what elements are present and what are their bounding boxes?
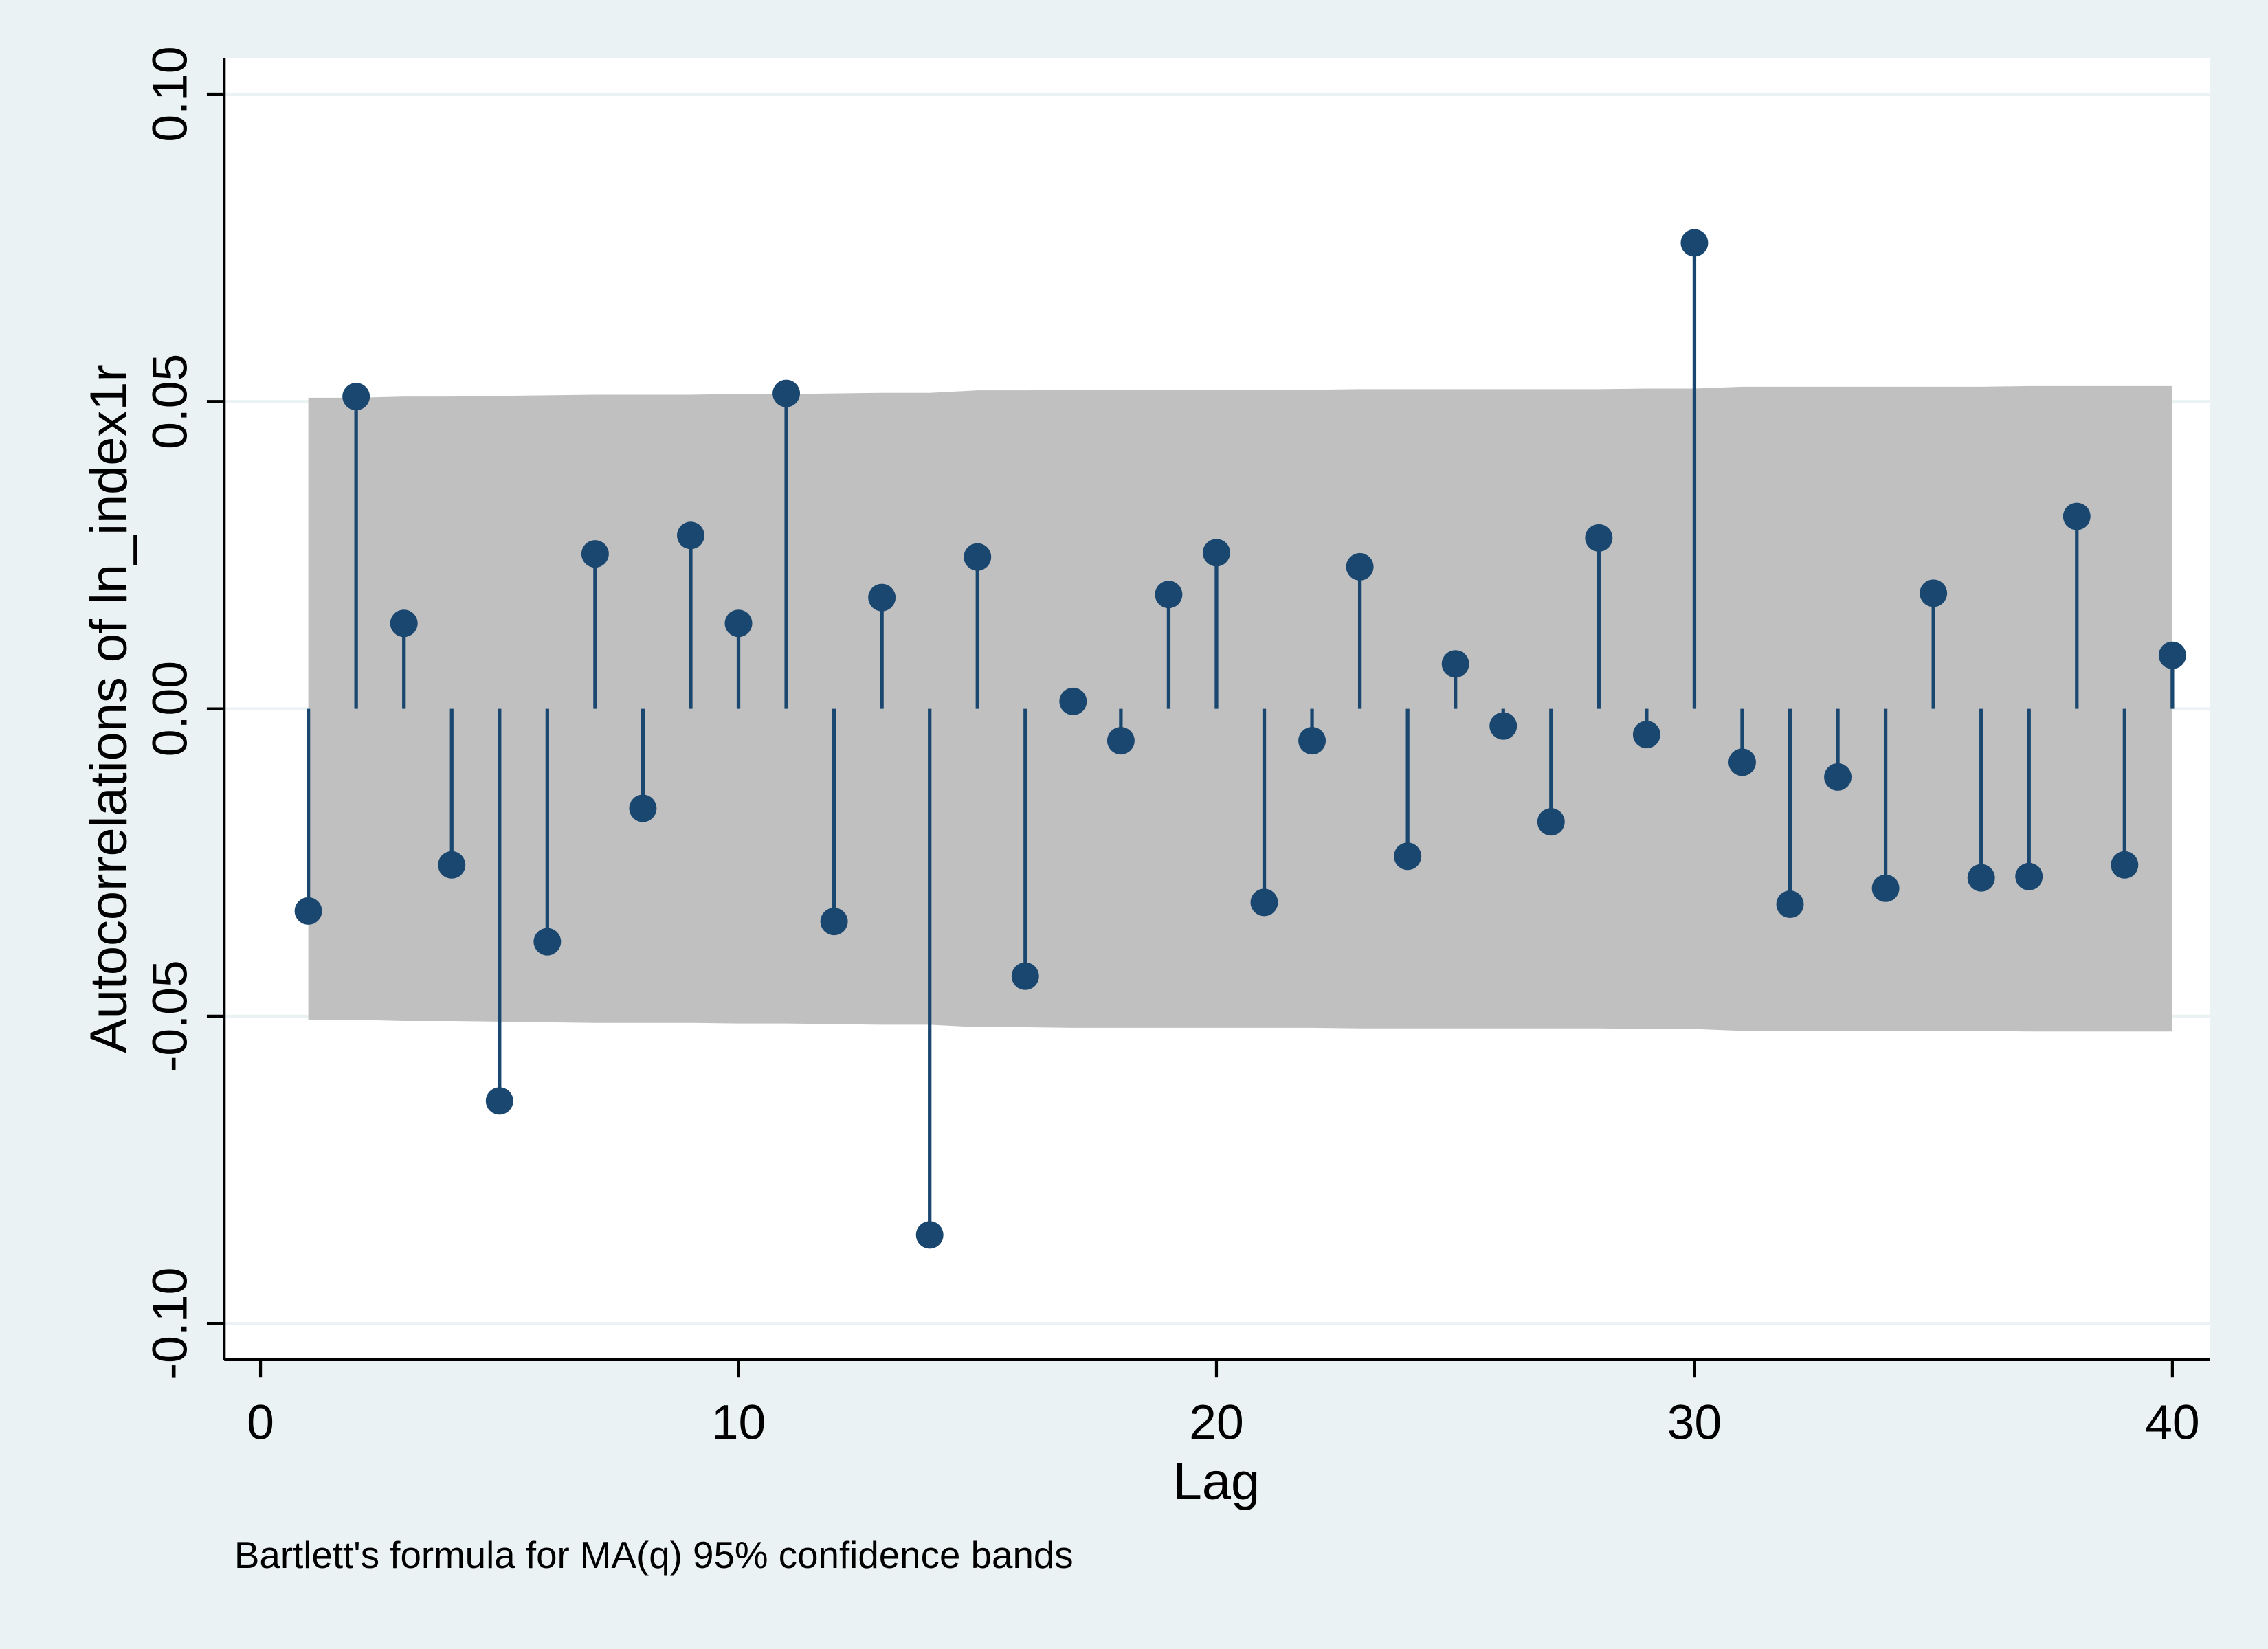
- point: [915, 1221, 944, 1249]
- point: [1011, 962, 1039, 990]
- x-axis-label: Lag: [1173, 1452, 1260, 1511]
- point: [1489, 712, 1517, 740]
- point: [868, 583, 896, 612]
- point: [342, 383, 370, 411]
- point: [2111, 851, 2139, 879]
- point: [2158, 641, 2186, 669]
- point: [1871, 874, 1900, 902]
- point: [390, 609, 418, 638]
- point: [1728, 748, 1756, 776]
- point: [438, 851, 466, 879]
- point: [1107, 727, 1135, 755]
- point: [1585, 524, 1613, 552]
- point: [772, 379, 801, 407]
- point: [485, 1087, 513, 1115]
- point: [1202, 539, 1230, 567]
- point: [1537, 808, 1565, 836]
- point: [581, 540, 609, 568]
- point: [1967, 864, 1995, 892]
- confidence-band: [308, 385, 2172, 1032]
- point: [724, 609, 753, 638]
- point: [1250, 888, 1278, 917]
- y-tick-label: 0.00: [142, 661, 197, 756]
- y-tick-label: 0.05: [142, 354, 197, 449]
- x-tick-label: 30: [1667, 1395, 1722, 1450]
- point: [1824, 763, 1852, 791]
- x-tick-label: 0: [247, 1395, 274, 1450]
- x-tick-label: 40: [2145, 1395, 2200, 1450]
- y-tick-label: 0.10: [142, 46, 197, 142]
- y-axis-label: Autocorrelations of ln_index1r: [80, 364, 138, 1053]
- y-tick-label: -0.10: [142, 1268, 197, 1380]
- point: [1346, 552, 1374, 581]
- x-tick-label: 10: [711, 1395, 766, 1450]
- point: [533, 928, 562, 956]
- point: [964, 543, 992, 571]
- point: [1776, 890, 1804, 919]
- point: [820, 908, 848, 936]
- point: [2015, 862, 2043, 890]
- point: [2063, 502, 2091, 530]
- point: [1155, 581, 1183, 609]
- x-tick-label: 20: [1189, 1395, 1244, 1450]
- point: [676, 521, 704, 550]
- point: [294, 897, 322, 925]
- note: Bartlett's formula for MA(q) 95% confide…: [234, 1534, 1074, 1576]
- point: [1298, 727, 1326, 755]
- y-tick-label: -0.05: [142, 960, 197, 1072]
- point: [1632, 721, 1660, 749]
- point: [1920, 579, 1948, 607]
- point: [1680, 229, 1709, 257]
- point: [1394, 842, 1422, 871]
- point: [1441, 650, 1469, 678]
- point: [1059, 687, 1087, 715]
- point: [629, 794, 657, 822]
